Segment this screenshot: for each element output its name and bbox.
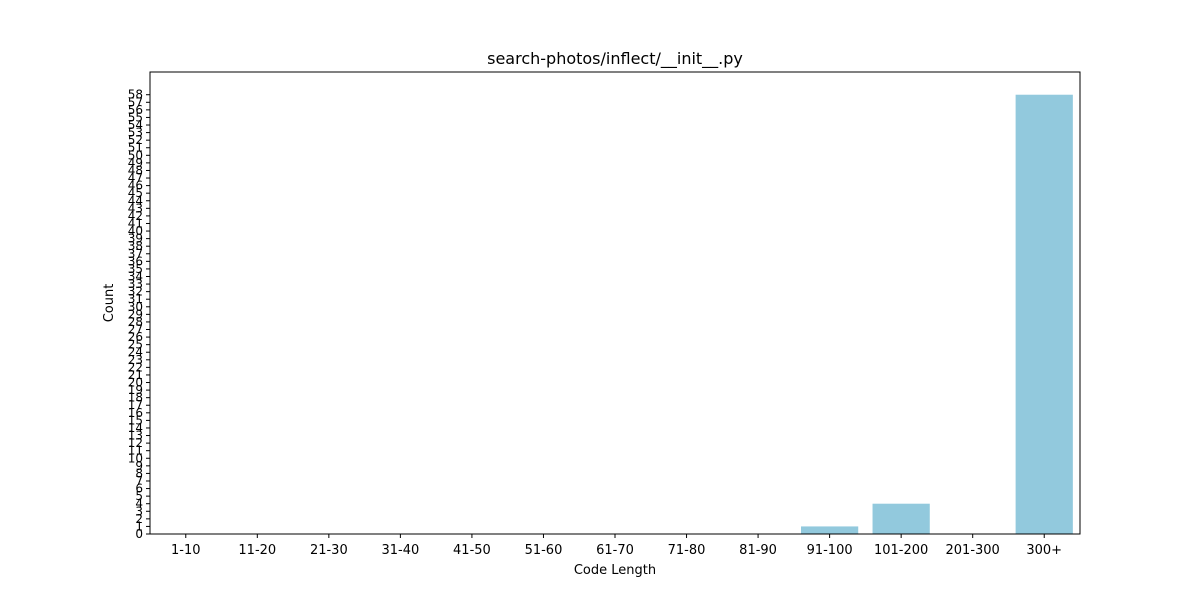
x-tick-label: 41-50: [453, 543, 491, 558]
y-tick-label: 34: [128, 269, 143, 283]
y-tick-label: 1: [135, 519, 143, 533]
y-tick-label: 5: [135, 489, 143, 503]
y-tick-label: 57: [128, 95, 143, 109]
y-tick-label: 23: [128, 353, 143, 367]
y-tick-label: 0: [135, 527, 143, 541]
y-tick-label: 49: [128, 156, 143, 170]
y-tick-label: 30: [128, 300, 143, 314]
y-tick-label: 26: [128, 330, 143, 344]
y-tick-label: 48: [128, 163, 143, 177]
y-tick-label: 7: [135, 474, 143, 488]
x-tick-label: 81-90: [739, 543, 777, 558]
y-tick-label: 52: [128, 133, 143, 147]
y-tick-label: 16: [128, 406, 143, 420]
y-tick-label: 18: [128, 391, 143, 405]
y-tick-label: 58: [128, 88, 143, 102]
y-tick-label: 2: [135, 512, 143, 526]
x-tick-label: 1-10: [171, 543, 201, 558]
y-tick-label: 22: [128, 360, 143, 374]
y-tick-label: 37: [128, 247, 143, 261]
y-tick-label: 54: [128, 118, 143, 132]
y-tick-label: 19: [128, 383, 143, 397]
x-tick-label: 201-300: [946, 543, 1000, 558]
y-tick-label: 53: [128, 126, 143, 140]
y-tick-label: 29: [128, 307, 143, 321]
y-tick-label: 51: [128, 141, 143, 155]
y-tick-label: 28: [128, 315, 143, 329]
x-tick-label: 11-20: [238, 543, 276, 558]
y-tick-label: 20: [128, 376, 143, 390]
x-tick-label: 91-100: [807, 543, 853, 558]
y-tick-label: 44: [128, 194, 143, 208]
y-tick-label: 10: [128, 451, 143, 465]
y-tick-label: 33: [128, 277, 143, 291]
y-tick-label: 36: [128, 254, 143, 268]
y-tick-label: 15: [128, 413, 143, 427]
y-tick-label: 47: [128, 171, 143, 185]
y-tick-label: 27: [128, 323, 143, 337]
y-tick-label: 46: [128, 179, 143, 193]
bar-91-100: [801, 526, 859, 534]
y-tick-label: 6: [135, 482, 143, 496]
x-axis-label: Code Length: [574, 563, 656, 578]
y-tick-label: 4: [135, 497, 143, 511]
y-tick-label: 12: [128, 436, 143, 450]
x-tick-label: 101-200: [874, 543, 928, 558]
y-tick-label: 41: [128, 216, 143, 230]
y-tick-label: 13: [128, 429, 143, 443]
y-tick-label: 45: [128, 186, 143, 200]
x-tick-label: 300+: [1026, 543, 1062, 558]
y-tick-label: 3: [135, 504, 143, 518]
x-tick-label: 31-40: [381, 543, 419, 558]
bar-300+: [1015, 94, 1073, 534]
x-tick-label: 71-80: [668, 543, 706, 558]
y-tick-label: 9: [135, 459, 143, 473]
x-tick-label: 21-30: [310, 543, 348, 558]
y-tick-label: 50: [128, 148, 143, 162]
y-tick-label: 8: [135, 466, 143, 480]
bars-group: [801, 94, 1073, 534]
chart-title: search-photos/inflect/__init__.py: [487, 49, 743, 69]
y-tick-label: 31: [128, 292, 143, 306]
y-tick-label: 14: [128, 421, 143, 435]
plot-frame: [149, 71, 1081, 535]
y-tick-label: 17: [128, 398, 143, 412]
x-tick-label: 61-70: [596, 543, 634, 558]
y-tick-label: 56: [128, 103, 143, 117]
y-axis-ticks: 0123456789101112131415161718192021222324…: [128, 88, 150, 541]
x-tick-label: 51-60: [525, 543, 563, 558]
y-tick-label: 39: [128, 232, 143, 246]
y-tick-label: 55: [128, 110, 143, 124]
y-tick-label: 35: [128, 262, 143, 276]
y-tick-label: 40: [128, 224, 143, 238]
y-tick-label: 32: [128, 285, 143, 299]
y-tick-label: 11: [128, 444, 143, 458]
y-tick-label: 24: [128, 345, 143, 359]
y-tick-label: 21: [128, 368, 143, 382]
y-tick-label: 42: [128, 209, 143, 223]
y-tick-label: 43: [128, 201, 143, 215]
y-tick-label: 38: [128, 239, 143, 253]
bar-101-200: [872, 503, 930, 534]
y-axis-label: Count: [102, 284, 117, 323]
y-tick-label: 25: [128, 338, 143, 352]
x-axis-ticks: 1-10 11-20 21-30 31-40 41-50 51-60 61-70 71-80 8…: [171, 534, 1062, 558]
